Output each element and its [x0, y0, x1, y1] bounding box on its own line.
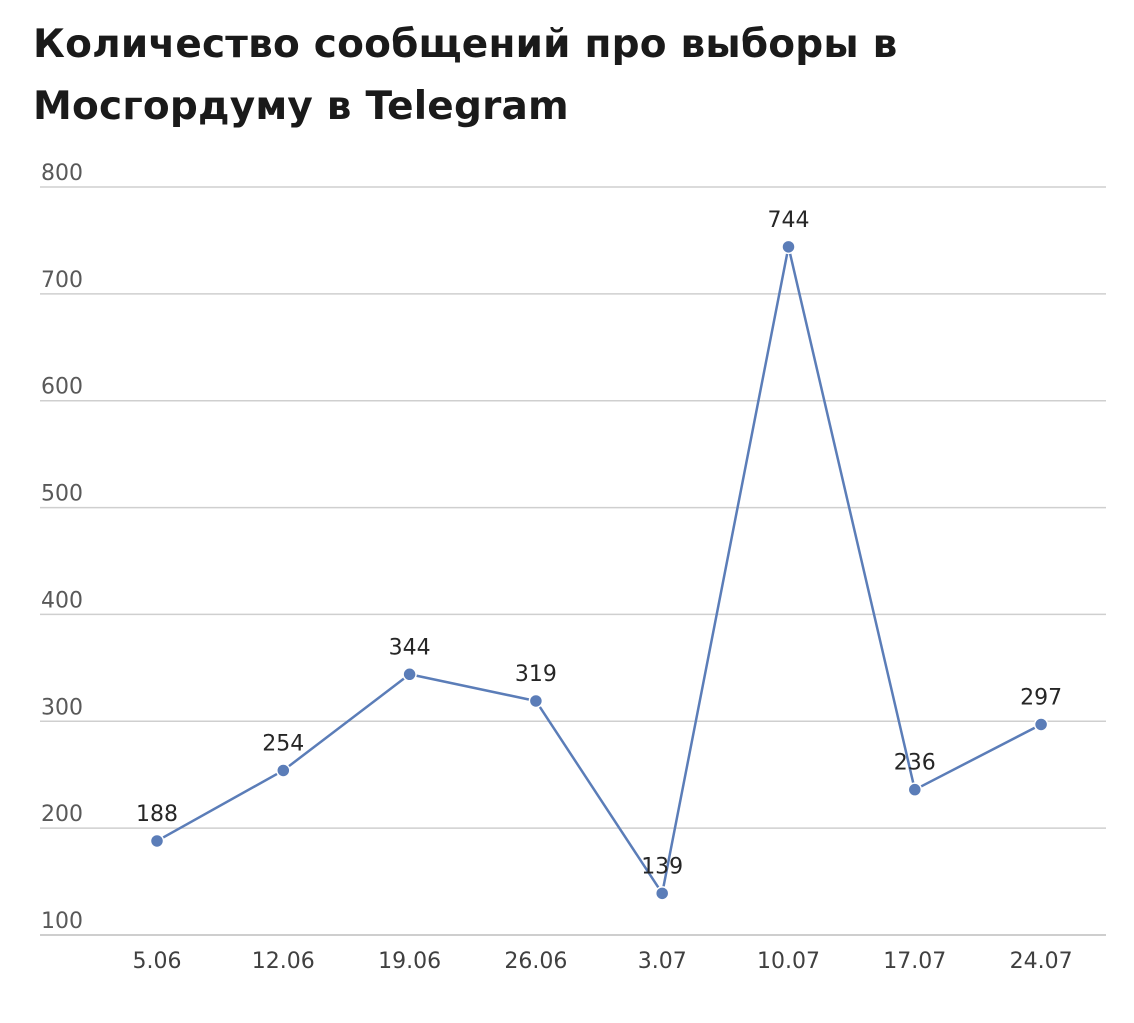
- x-tick-label: 10.07: [757, 949, 820, 974]
- data-label: 188: [136, 802, 178, 827]
- y-tick-label: 200: [41, 802, 83, 827]
- y-tick-label: 600: [41, 375, 83, 400]
- data-label: 297: [1020, 685, 1062, 710]
- data-labels: 188 254 344 319 139 744 236 297: [136, 208, 1062, 879]
- data-label: 344: [389, 635, 431, 660]
- x-tick-label: 5.06: [133, 949, 182, 974]
- x-tick-label: 19.06: [378, 949, 441, 974]
- data-label: 744: [768, 208, 810, 233]
- x-axis-tick-labels: 5.06 12.06 19.06 26.06 3.07 10.07 17.07 24.07: [133, 949, 1073, 974]
- y-axis-tick-labels: 100 200 300 400 500 600 700 800: [41, 161, 83, 934]
- chart-title: Количество сообщений про выборы в Мосгор…: [33, 22, 898, 129]
- data-point: [276, 763, 291, 778]
- data-point: [528, 693, 544, 709]
- gridlines: [40, 186, 1106, 936]
- data-label: 139: [641, 854, 683, 879]
- data-point: [907, 782, 923, 797]
- series-line: [156, 245, 1042, 895]
- y-tick-label: 100: [41, 909, 83, 934]
- x-tick-label: 26.06: [504, 949, 567, 974]
- x-tick-label: 3.07: [638, 949, 687, 974]
- data-point: [1033, 717, 1049, 732]
- x-tick-label: 17.07: [883, 949, 946, 974]
- y-tick-label: 300: [41, 695, 83, 720]
- data-point: [149, 833, 165, 849]
- data-point: [654, 886, 670, 901]
- y-tick-label: 500: [41, 482, 83, 507]
- series-line-path: [156, 245, 1042, 895]
- data-label: 254: [262, 731, 304, 756]
- y-tick-label: 400: [41, 588, 83, 613]
- x-tick-label: 12.06: [252, 949, 315, 974]
- data-label: 319: [515, 662, 557, 687]
- data-point: [781, 239, 796, 255]
- data-point: [402, 667, 417, 682]
- y-tick-label: 800: [41, 161, 83, 186]
- y-tick-label: 700: [41, 268, 83, 293]
- data-points: [149, 239, 1049, 901]
- x-tick-label: 24.07: [1010, 949, 1073, 974]
- data-label: 236: [894, 751, 936, 776]
